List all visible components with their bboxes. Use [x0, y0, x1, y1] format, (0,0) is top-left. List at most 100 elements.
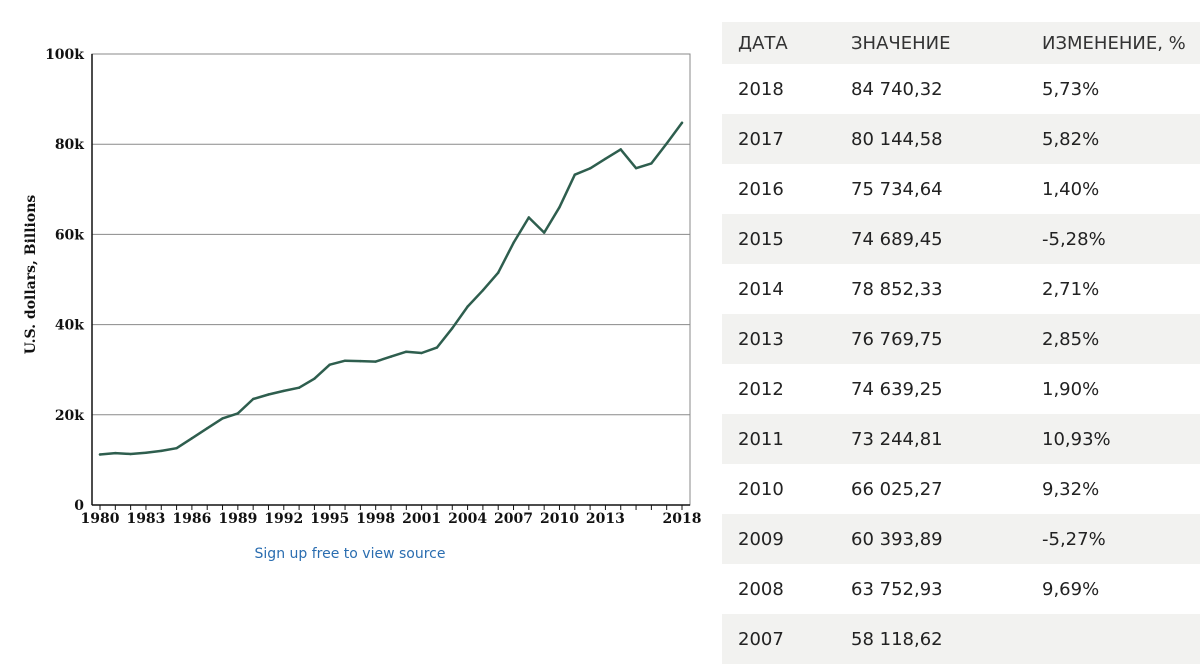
cell-value: 74 639,25	[835, 364, 1026, 414]
cell-change: 10,93%	[1026, 414, 1200, 464]
cell-date: 2013	[722, 314, 835, 364]
data-point	[236, 412, 240, 415]
cell-date: 2008	[722, 564, 835, 614]
x-tick-label: 2018	[663, 511, 702, 527]
cell-change	[1026, 614, 1200, 664]
cell-change: 1,40%	[1026, 164, 1200, 214]
cell-change: 1,90%	[1026, 364, 1200, 414]
cell-date: 2011	[722, 414, 835, 464]
data-point	[221, 417, 224, 420]
cell-change: 9,32%	[1026, 464, 1200, 514]
cell-date: 2015	[722, 214, 835, 264]
cell-date: 2009	[722, 514, 835, 564]
table-row: 2008 63 752,93 9,69%	[722, 564, 1200, 614]
y-tick-label: 40k	[55, 318, 84, 334]
cell-change: 5,82%	[1026, 114, 1200, 164]
data-point	[573, 173, 576, 176]
data-point	[435, 346, 439, 349]
cell-value: 75 734,64	[835, 164, 1026, 214]
data-point	[497, 271, 500, 274]
table-row: 2015 74 689,45 -5,28%	[722, 214, 1200, 264]
table-row: 2012 74 639,25 1,90%	[722, 364, 1200, 414]
cell-value: 84 740,32	[835, 64, 1026, 114]
cell-change: 2,85%	[1026, 314, 1200, 364]
table-row: 2013 76 769,75 2,85%	[722, 314, 1200, 364]
series-line	[98, 121, 684, 456]
chart-area: 0 20k 40k 60k 80k 100k 1980 1983 1986 1989 1992 199…	[23, 47, 702, 562]
cell-value: 78 852,33	[835, 264, 1026, 314]
cell-change: -5,28%	[1026, 214, 1200, 264]
cell-date: 2016	[722, 164, 835, 214]
data-point	[619, 148, 622, 151]
cell-value: 58 118,62	[835, 614, 1026, 664]
source-link[interactable]: Sign up free to view source	[254, 546, 446, 562]
x-tick-label: 2004	[448, 511, 487, 527]
cell-change: 2,71%	[1026, 264, 1200, 314]
data-point	[206, 427, 209, 430]
x-tick-label: 1995	[310, 511, 349, 527]
cell-date: 2010	[722, 464, 835, 514]
cell-value: 63 752,93	[835, 564, 1026, 614]
data-point	[251, 397, 255, 401]
column-header-date: ДАТА	[722, 22, 835, 64]
y-tick-label: 0	[74, 498, 84, 514]
line-chart: 0 20k 40k 60k 80k 100k 1980 1983 1986 1989 1992 199…	[23, 47, 702, 527]
data-point	[466, 305, 469, 308]
table-row: 2011 73 244,81 10,93%	[722, 414, 1200, 464]
table-row: 2016 75 734,64 1,40%	[722, 164, 1200, 214]
y-tick-label: 20k	[55, 408, 84, 424]
x-tick-label: 2013	[586, 511, 625, 527]
cell-change: 5,73%	[1026, 64, 1200, 114]
data-point	[160, 449, 163, 453]
x-tick-label: 2007	[494, 511, 533, 527]
data-point	[650, 162, 653, 165]
data-point	[634, 166, 638, 170]
table-row: 2009 60 393,89 -5,27%	[722, 514, 1200, 564]
cell-value: 60 393,89	[835, 514, 1026, 564]
data-point	[190, 437, 194, 440]
x-tick-label: 1980	[81, 511, 120, 527]
y-tick-label: 100k	[45, 47, 84, 63]
data-point	[420, 351, 423, 355]
data-table: ДАТА ЗНАЧЕНИЕ ИЗМЕНЕНИЕ, % 2018 84 740,32…	[722, 22, 1200, 664]
data-point	[374, 360, 377, 363]
y-tick-label: 80k	[55, 137, 84, 153]
plot-frame	[91, 53, 691, 506]
table-header-row: ДАТА ЗНАЧЕНИЕ ИЗМЕНЕНИЕ, %	[722, 22, 1200, 64]
cell-value: 74 689,45	[835, 214, 1026, 264]
data-point	[405, 350, 408, 353]
data-point	[129, 452, 132, 456]
data-point	[604, 157, 607, 160]
x-tick-label: 2010	[540, 511, 579, 527]
x-tick-label: 1986	[172, 511, 211, 527]
data-point	[297, 386, 301, 389]
data-point	[527, 216, 531, 219]
x-tick-label: 1992	[264, 511, 303, 527]
data-point	[542, 231, 546, 234]
data-point	[512, 241, 515, 245]
x-tick-label: 1998	[356, 511, 395, 527]
cell-date: 2012	[722, 364, 835, 414]
data-point	[175, 446, 178, 450]
data-point	[451, 327, 454, 330]
data-point	[359, 359, 362, 363]
data-point	[665, 142, 668, 145]
data-point	[313, 377, 316, 380]
cell-value: 80 144,58	[835, 114, 1026, 164]
x-tick-label: 2001	[402, 511, 441, 527]
x-tick-label: 1989	[218, 511, 257, 527]
y-axis-label: U.S. dollars, Billions	[23, 195, 39, 355]
cell-date: 2017	[722, 114, 835, 164]
data-point	[680, 121, 684, 125]
column-header-change: ИЗМЕНЕНИЕ, %	[1026, 22, 1200, 64]
cell-date: 2007	[722, 614, 835, 664]
cell-value: 73 244,81	[835, 414, 1026, 464]
cell-change: -5,27%	[1026, 514, 1200, 564]
table-row: 2017 80 144,58 5,82%	[722, 114, 1200, 164]
table-row: 2007 58 118,62	[722, 614, 1200, 664]
data-point	[588, 167, 592, 170]
data-point	[328, 363, 331, 366]
cell-date: 2018	[722, 64, 835, 114]
data-point	[98, 453, 102, 456]
data-point	[282, 389, 285, 393]
